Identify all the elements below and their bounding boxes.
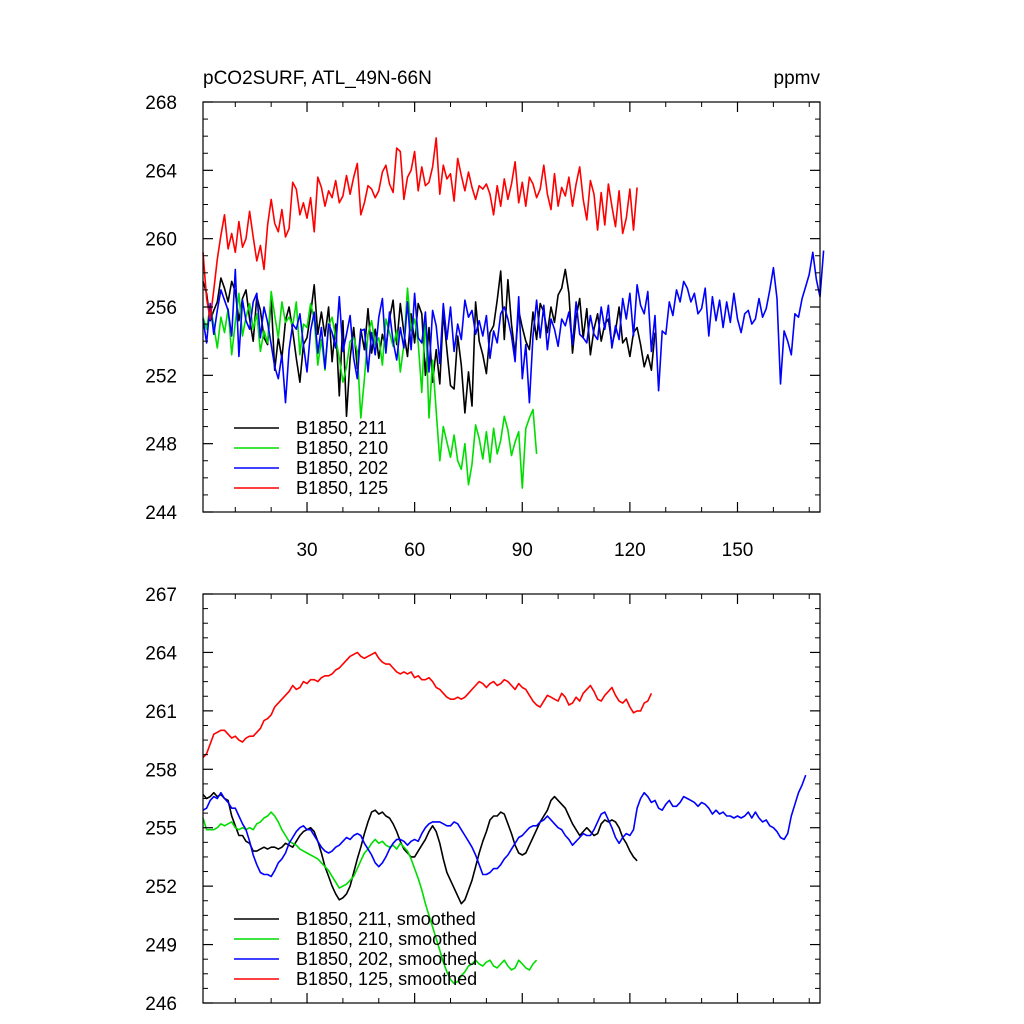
bottom-y-tick-label-2: 252	[145, 877, 177, 898]
bottom-legend-label-1: B1850, 210, smoothed	[296, 929, 477, 949]
top-legend-label-0: B1850, 211	[296, 418, 387, 438]
top-series-line-1	[202, 287, 538, 489]
top-legend-label-3: B1850, 125	[296, 478, 388, 498]
top-y-tick-label-4: 260	[145, 230, 177, 251]
top-chart-units: ppmv	[774, 68, 821, 89]
bottom-legend-label-3: B1850, 125, smoothed	[296, 969, 477, 989]
top-x-tick-label-4: 150	[722, 540, 754, 561]
top-axes: 244 248 252 256 260 264 268 30 60 90 120 150	[145, 93, 821, 561]
bottom-y-tick-label-0: 246	[145, 994, 177, 1015]
top-series-line-3	[202, 137, 638, 320]
top-legend-label-1: B1850, 210	[296, 438, 388, 458]
top-y-tick-label-3: 256	[145, 298, 177, 319]
top-panel: pCO2SURF, ATL_49N-66N ppmv 2442482522562…	[145, 68, 825, 561]
top-y-tick-label-1: 248	[145, 435, 177, 456]
bottom-series-line-0	[202, 791, 638, 905]
bottom-series-lines	[202, 651, 807, 985]
bottom-panel: 246 249 252 255 258 261 264 267 B1850, 211, smo…	[145, 585, 821, 1015]
top-x-tick-label-1: 60	[404, 540, 425, 561]
top-y-tick-label-0: 244	[145, 503, 177, 524]
top-y-tick-label-5: 264	[145, 161, 177, 182]
bottom-y-tick-label-3: 255	[145, 819, 177, 840]
bottom-y-tick-label-1: 249	[145, 936, 177, 957]
bottom-y-tick-label-7: 267	[145, 585, 177, 606]
bottom-series-line-1	[202, 811, 538, 985]
top-legend-label-2: B1850, 202	[296, 458, 388, 478]
bottom-y-tick-label-4: 258	[145, 760, 177, 781]
top-chart-title: pCO2SURF, ATL_49N-66N	[203, 68, 432, 89]
bottom-y-tick-label-5: 261	[145, 702, 177, 723]
top-x-tick-label-0: 30	[296, 540, 317, 561]
top-x-tick-label-3: 120	[614, 540, 646, 561]
bottom-legend-label-2: B1850, 202, smoothed	[296, 949, 477, 969]
bottom-y-tick-label-6: 264	[145, 643, 177, 664]
top-y-tick-label-2: 252	[145, 366, 177, 387]
bottom-series-line-2	[202, 774, 807, 878]
top-y-tick-label-6: 268	[145, 93, 177, 114]
bottom-axes: 246 249 252 255 258 261 264 267	[145, 585, 821, 1015]
bottom-series-line-3	[202, 651, 653, 759]
top-x-tick-label-2: 90	[512, 540, 533, 561]
top-series-lines	[202, 137, 825, 489]
top-series-line-2	[202, 250, 825, 404]
bottom-legend-label-0: B1850, 211, smoothed	[296, 909, 476, 929]
